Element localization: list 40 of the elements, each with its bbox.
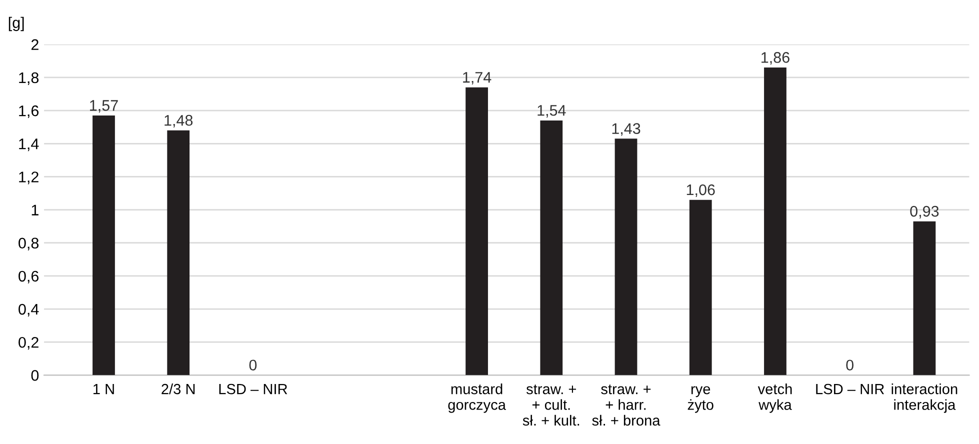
- y-tick-label: 0,2: [18, 336, 38, 350]
- y-tick-label: 0,8: [18, 238, 39, 250]
- data-label: 1,86: [762, 52, 790, 65]
- y-tick-label: 1,2: [19, 172, 38, 184]
- x-tick-label: LSD – NIR: [816, 384, 884, 394]
- x-tick-label: straw. + + cult. sł. + kult.: [522, 384, 580, 426]
- y-tick-label: 0,6: [18, 270, 39, 284]
- bar: [913, 221, 936, 376]
- x-tick-label: interaction interakcja: [892, 384, 958, 413]
- x-tick-label: straw. + + harr. sł. + brona: [592, 384, 660, 426]
- data-label: 1,06: [686, 184, 715, 197]
- y-tick-label: 1,8: [19, 72, 39, 85]
- y-tick-label: 1,6: [19, 105, 39, 118]
- y-tick-label: 1,4: [19, 138, 39, 152]
- data-label: 1,54: [538, 105, 566, 118]
- data-label: 0: [249, 360, 257, 371]
- bar: [540, 120, 563, 376]
- x-tick-label: 2/3 N: [162, 384, 195, 394]
- data-label: 0,93: [910, 206, 939, 218]
- y-tick-label: 0: [31, 370, 39, 381]
- data-label: 1,43: [612, 123, 640, 136]
- data-label: 1,74: [463, 72, 492, 85]
- bar: [614, 138, 638, 376]
- bar: [689, 200, 712, 376]
- y-tick-label: 1: [32, 204, 38, 216]
- x-tick-label: rye żyto: [688, 386, 714, 413]
- data-label: 0: [846, 360, 854, 371]
- data-label: 1,48: [164, 114, 193, 128]
- y-tick-label: 0,4: [18, 304, 39, 317]
- x-tick-label: 1 N: [94, 384, 114, 394]
- bar: [764, 68, 786, 376]
- data-label: 1,57: [90, 100, 118, 113]
- x-tick-label: LSD – NIR: [219, 384, 288, 394]
- x-tick-label: mustard gorczyca: [448, 384, 506, 413]
- y-axis-title: [g]: [8, 16, 24, 32]
- x-tick-label: vetch wyka: [758, 384, 792, 413]
- bar: [466, 87, 488, 376]
- y-tick-label: 2: [31, 39, 38, 50]
- bar: [167, 130, 190, 376]
- bar: [92, 116, 115, 376]
